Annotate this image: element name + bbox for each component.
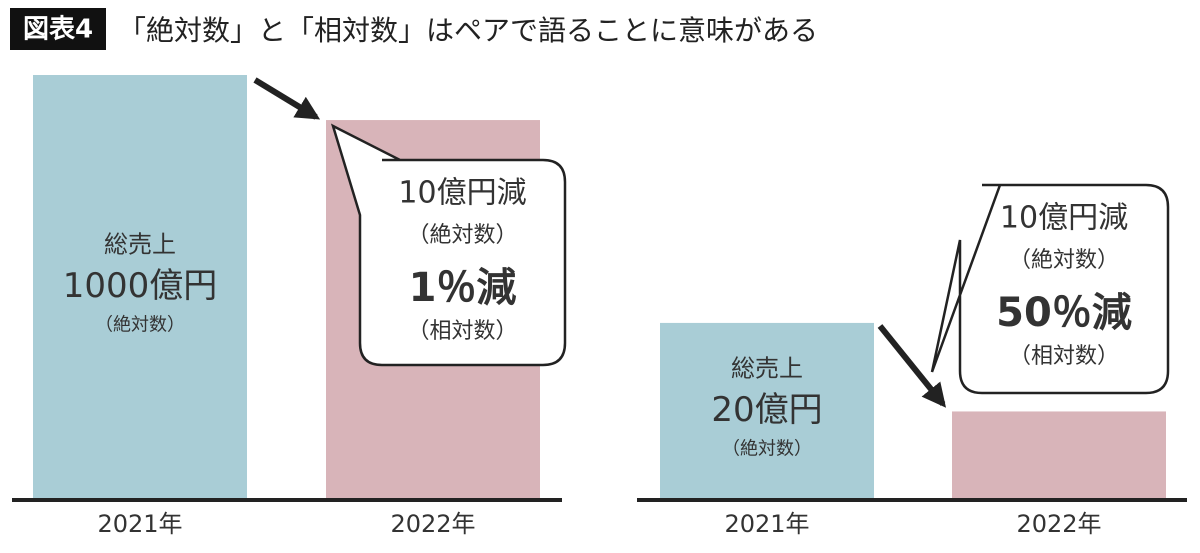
callout-text: （相対数） <box>1009 344 1119 369</box>
callout-bubble <box>330 123 567 367</box>
bar-note: （絶対数） <box>722 438 812 459</box>
callout-text: 1％減 <box>409 265 517 311</box>
x-tick-label: 2022年 <box>1016 510 1101 538</box>
title: 「絶対数」と「相対数」はペアで語ることに意味がある <box>118 14 818 47</box>
callout-text: 50％減 <box>996 290 1132 336</box>
callout-bubble <box>930 183 1170 395</box>
bar <box>952 411 1166 500</box>
x-tick-label: 2022年 <box>390 510 475 538</box>
bar <box>660 322 874 500</box>
x-tick-label: 2021年 <box>724 510 809 538</box>
x-tick-label: 2021年 <box>97 510 182 538</box>
arrow <box>877 324 947 408</box>
value-label: 20億円 <box>711 390 822 430</box>
callout-text: （絶対数） <box>1009 248 1119 273</box>
label-box <box>10 8 106 50</box>
arrow <box>253 77 321 120</box>
bar <box>33 75 247 500</box>
value-label: 1000億円 <box>63 266 218 306</box>
figure-label: 図表4 <box>23 15 93 45</box>
callout-text: 10億円減 <box>398 176 526 211</box>
callout-text: （相対数） <box>407 319 517 344</box>
bar-caption: 総売上 <box>731 354 803 382</box>
callout-text: 10億円減 <box>1000 201 1128 236</box>
bar-caption: 総売上 <box>104 231 176 259</box>
callout-text: （絶対数） <box>407 223 517 248</box>
bar-note: （絶対数） <box>95 315 185 336</box>
